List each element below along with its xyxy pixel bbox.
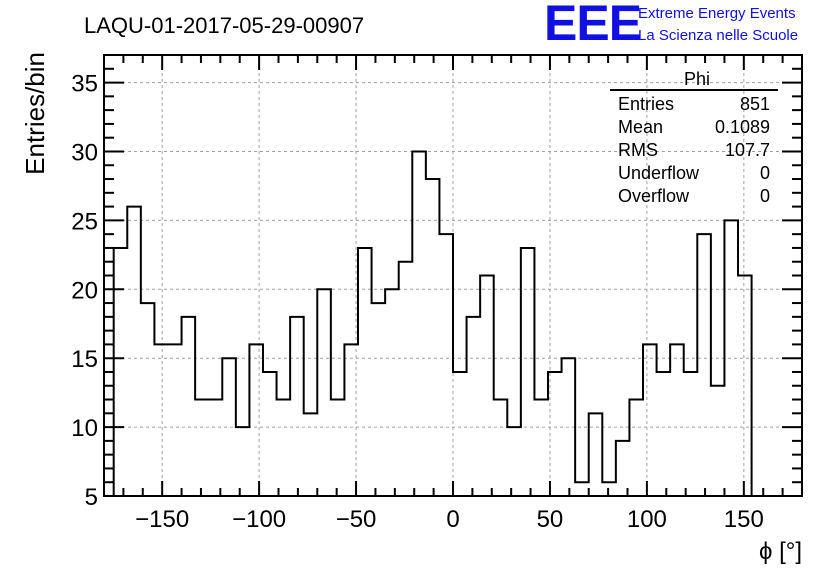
logo-line-1: Extreme Energy Events (638, 5, 796, 22)
y-tick-label: 20 (71, 277, 98, 304)
eee-logo-mark: EEE (544, 0, 642, 51)
stats-row-value: 851 (740, 94, 770, 114)
x-tick-label: −150 (135, 506, 189, 533)
x-axis-label: ϕ [°] (759, 538, 802, 565)
y-tick-label: 10 (71, 415, 98, 442)
stats-row-value: 107.7 (725, 140, 770, 160)
x-tick-label: 0 (446, 506, 459, 533)
stats-row-value: 0.1089 (715, 117, 770, 137)
stats-row-value: 0 (760, 163, 770, 183)
stats-row-label: Underflow (618, 163, 700, 183)
stats-box-title: Phi (684, 69, 710, 89)
y-tick-label: 15 (71, 346, 98, 373)
y-axis-label: Entries/bin (20, 52, 50, 175)
y-tick-label: 5 (85, 484, 98, 511)
x-tick-label: −100 (232, 506, 286, 533)
stats-row-label: Overflow (618, 186, 690, 206)
stats-row-label: RMS (618, 140, 658, 160)
stats-rows: Entries 851 Mean 0.1089 RMS 107.7 Underflow 0 Ov… (618, 94, 770, 206)
stats-row-label: Mean (618, 117, 663, 137)
stats-box: Phi Entries 851 Mean 0.1089 RMS 107.7 Underflo… (610, 69, 778, 206)
stats-row-label: Entries (618, 94, 674, 114)
x-tick-label: −50 (336, 506, 377, 533)
axis-ticks (104, 54, 802, 497)
logo-line-2: La Scienza nelle Scuole (638, 27, 799, 44)
y-tick-label: 35 (71, 71, 98, 98)
x-tick-label: 100 (627, 506, 667, 533)
eee-logo: EEE Extreme Energy Events La Scienza nel… (544, 0, 836, 51)
tick-labels: −150 −100 −50 0 50 100 150 5 10 15 20 25 30 35 (71, 71, 764, 533)
y-tick-label: 30 (71, 139, 98, 166)
y-tick-label: 25 (71, 208, 98, 235)
plot-frame (103, 54, 803, 497)
stats-row-value: 0 (760, 186, 770, 206)
x-tick-label: 150 (724, 506, 764, 533)
chart-title: LAQU-01-2017-05-29-00907 (84, 13, 364, 38)
x-tick-label: 50 (537, 506, 564, 533)
histogram-line (112, 150, 753, 496)
